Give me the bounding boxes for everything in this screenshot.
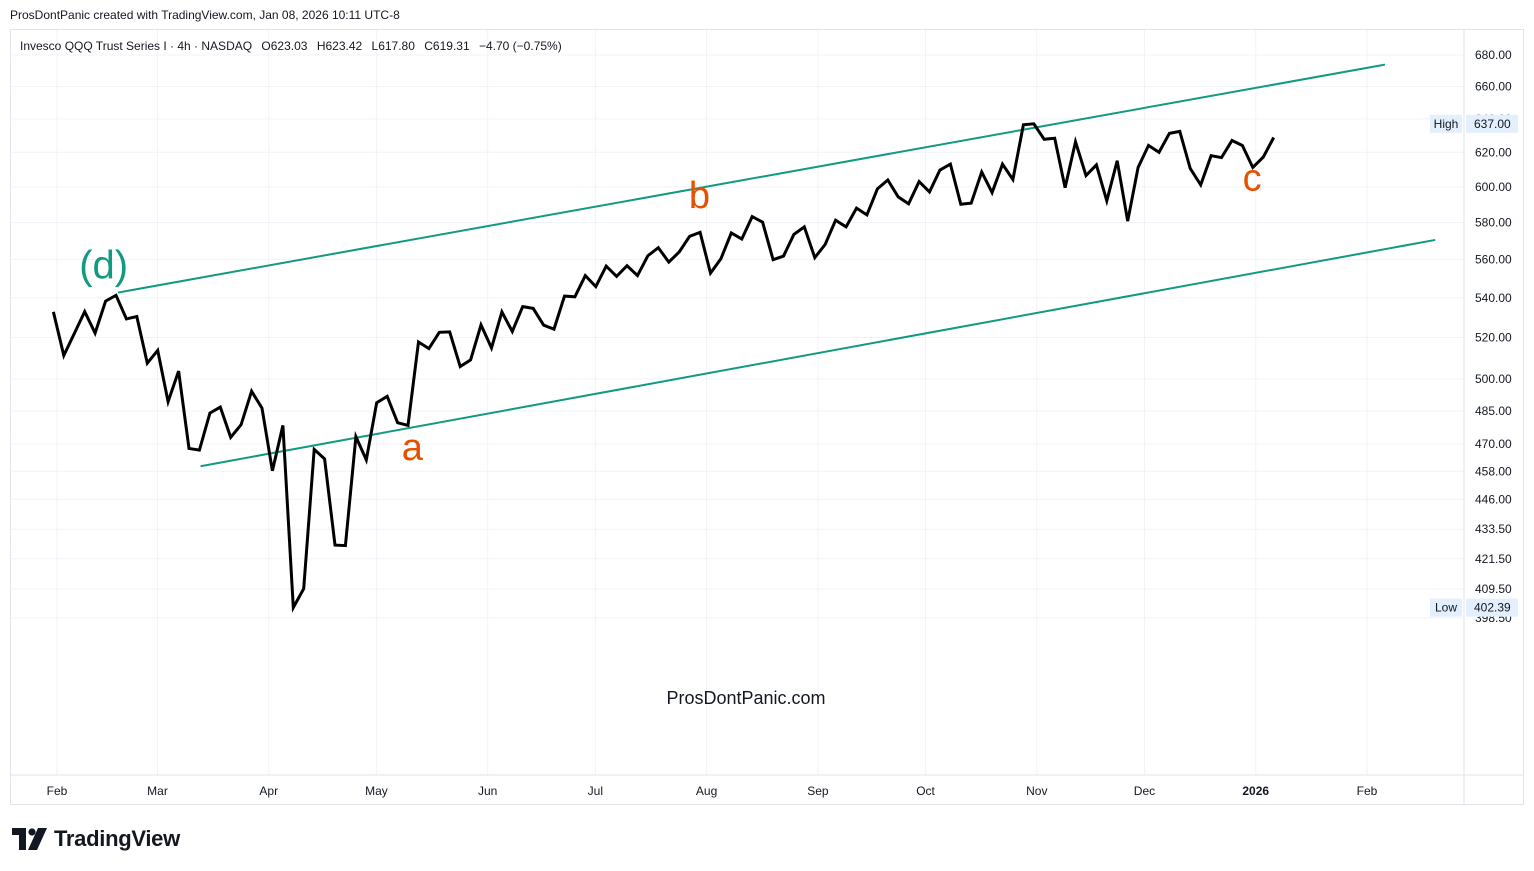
y-tick-label: 421.50 (1475, 552, 1512, 566)
y-tick-label: 433.50 (1475, 522, 1512, 536)
x-tick-label: Aug (696, 784, 717, 798)
x-tick-label: Apr (259, 784, 278, 798)
y-tick-label: 560.00 (1475, 253, 1512, 267)
legend-low: L617.80 (371, 39, 415, 53)
wave-label: (d) (79, 243, 128, 287)
legend-symbol: Invesco QQQ Trust Series I · 4h · NASDAQ (20, 39, 253, 53)
x-tick-label: Feb (47, 784, 68, 798)
legend-change: −4.70 (−0.75%) (478, 39, 562, 53)
wave-label: b (689, 175, 710, 217)
price-line (51, 122, 1276, 613)
legend-open: O623.03 (261, 39, 308, 53)
symbol-legend: Invesco QQQ Trust Series I · 4h · NASDAQ… (20, 39, 568, 53)
tradingview-logo-icon (12, 828, 47, 850)
high-marker-tag-bg (1430, 114, 1462, 133)
y-tick-label: 580.00 (1475, 216, 1512, 230)
x-tick-label: 2026 (1242, 784, 1269, 798)
wave-label: c (1243, 157, 1262, 199)
x-tick-label: Jun (478, 784, 497, 798)
x-tick-label: Nov (1026, 784, 1047, 798)
tradingview-logo-text: TradingView (54, 826, 180, 851)
legend-close: C619.31 (424, 39, 470, 53)
channel-line-lower (200, 238, 1436, 468)
y-tick-label: 600.00 (1475, 180, 1512, 194)
watermark-text: ProsDontPanic.com (666, 688, 825, 708)
y-tick-label: 500.00 (1475, 372, 1512, 386)
y-tick-label: 680.00 (1475, 48, 1512, 62)
low-marker-tag-label: Low (1435, 601, 1457, 615)
y-tick-label: 660.00 (1475, 79, 1512, 93)
y-tick-label: 409.50 (1475, 582, 1512, 596)
low-marker-price-label: 402.39 (1474, 601, 1511, 615)
y-tick-label: 446.00 (1475, 492, 1512, 506)
y-tick-label: 470.00 (1475, 437, 1512, 451)
low-marker-price-bg (1466, 598, 1518, 617)
chart-frame (10, 29, 1524, 805)
x-tick-label: Sep (807, 784, 829, 798)
high-marker-price-label: 637.00 (1474, 117, 1511, 131)
y-tick-label: 540.00 (1475, 291, 1512, 305)
x-tick-label: Oct (916, 784, 935, 798)
tradingview-logo: TradingView (12, 825, 180, 853)
x-tick-label: Dec (1134, 784, 1155, 798)
high-marker-tag-label: High (1434, 117, 1459, 131)
high-marker-price-bg (1466, 114, 1518, 133)
legend-high: H623.42 (316, 39, 363, 53)
wave-label: a (402, 427, 424, 469)
y-tick-label: 620.00 (1475, 145, 1512, 159)
attribution-header: ProsDontPanic created with TradingView.c… (10, 8, 400, 22)
x-tick-label: Mar (147, 784, 168, 798)
x-tick-label: Jul (588, 784, 603, 798)
x-tick-label: Feb (1357, 784, 1378, 798)
x-tick-label: May (365, 784, 388, 798)
y-tick-label: 520.00 (1475, 331, 1512, 345)
y-tick-label: 485.00 (1475, 404, 1512, 418)
channel-line-upper (117, 63, 1386, 294)
y-tick-label: 458.00 (1475, 464, 1512, 478)
low-marker-tag-bg (1430, 598, 1462, 617)
